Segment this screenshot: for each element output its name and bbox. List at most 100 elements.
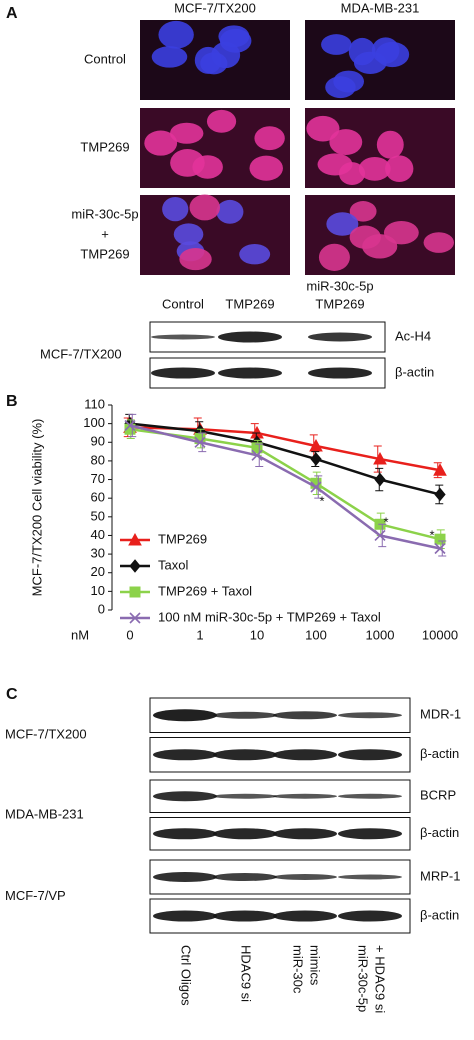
data-point	[251, 449, 263, 461]
row-label: miR-30c-5p	[71, 206, 138, 221]
y-tick-label: 0	[98, 601, 105, 616]
band	[153, 910, 217, 922]
lane-label: + HDAC9 si	[373, 945, 388, 1013]
annotation: *	[383, 514, 388, 529]
row-label: +	[101, 226, 109, 241]
protein-label: MRP-1	[420, 868, 460, 883]
column-header: MDA-MB-231	[341, 0, 420, 15]
y-tick-label: 50	[91, 508, 105, 523]
data-point	[251, 442, 263, 454]
band	[153, 828, 217, 840]
band	[213, 873, 277, 881]
y-tick-label: 40	[91, 527, 105, 542]
band	[153, 872, 217, 882]
band	[273, 828, 337, 840]
x-tick-label: 100	[305, 627, 327, 642]
protein-label: BCRP	[420, 788, 456, 803]
band	[151, 334, 215, 340]
nucleus	[249, 155, 283, 181]
nucleus	[216, 199, 244, 224]
x-tick-label: 10	[250, 627, 264, 642]
lane-label: TMP269	[315, 296, 364, 311]
lane-label: TMP269	[225, 296, 274, 311]
y-tick-label: 60	[91, 490, 105, 505]
data-point	[434, 542, 446, 555]
nucleus	[376, 130, 404, 159]
legend-label: 100 nM miR-30c-5p + TMP269 + Taxol	[158, 609, 381, 624]
legend-marker	[129, 586, 141, 598]
protein-label: β-actin	[420, 746, 459, 761]
nucleus	[151, 46, 188, 68]
error-bar	[198, 432, 207, 453]
nucleus	[318, 243, 350, 271]
x-tick-label: 1	[196, 627, 203, 642]
error-bar	[128, 413, 137, 438]
error-bar	[314, 475, 323, 499]
cell-line: MCF-7/TX200	[5, 726, 87, 741]
column-header: MCF-7/TX200	[174, 0, 256, 15]
protein-label: MDR-1	[420, 707, 461, 722]
nucleus	[162, 196, 189, 222]
data-point	[434, 487, 446, 502]
nucleus	[239, 244, 271, 265]
band	[213, 910, 277, 922]
band	[273, 749, 337, 761]
band	[273, 874, 337, 880]
nucleus	[349, 201, 377, 222]
band	[218, 367, 282, 379]
nucleus	[158, 20, 194, 49]
y-tick-label: 80	[91, 452, 105, 467]
protein-label: β-actin	[395, 364, 434, 379]
cell-line: MCF-7/VP	[5, 888, 66, 903]
lane-label: miR-30c	[291, 945, 306, 994]
legend-marker	[128, 532, 142, 546]
data-point	[194, 436, 206, 448]
x-tick-label: 0	[126, 627, 133, 642]
nucleus	[206, 109, 237, 133]
panel-label: C	[6, 686, 18, 703]
band	[153, 791, 217, 802]
nucleus	[362, 234, 398, 259]
band	[153, 709, 217, 722]
panel-label: B	[6, 393, 18, 410]
nucleus	[169, 122, 204, 144]
lane-label: Control	[162, 296, 204, 311]
nucleus	[306, 115, 340, 142]
nucleus	[358, 156, 391, 181]
band	[213, 793, 277, 799]
band	[273, 910, 337, 922]
band	[153, 749, 217, 761]
lane-label: miR-30c-5p	[356, 945, 371, 1012]
row-label: TMP269	[80, 246, 129, 261]
data-point	[124, 423, 136, 435]
y-tick-label: 70	[91, 471, 105, 486]
row-label: Control	[84, 51, 126, 66]
band	[338, 910, 402, 922]
legend-marker	[129, 559, 141, 573]
nucleus	[219, 28, 252, 53]
data-point	[124, 419, 136, 432]
data-point	[374, 529, 386, 542]
nucleus	[375, 41, 410, 68]
nucleus	[179, 248, 212, 271]
annotation: *	[319, 493, 324, 508]
data-point	[309, 438, 323, 452]
row-label: TMP269	[80, 139, 129, 154]
band	[218, 331, 282, 343]
nucleus	[329, 129, 363, 155]
lane-label: mimics	[308, 945, 323, 986]
band	[151, 367, 215, 379]
error-bar	[255, 443, 264, 467]
y-tick-label: 90	[91, 434, 105, 449]
error-bar	[378, 523, 387, 548]
nucleus	[173, 223, 204, 246]
legend-label: Taxol	[158, 557, 188, 572]
legend-label: TMP269	[158, 531, 207, 546]
lane-label: Ctrl Oligos	[179, 945, 194, 1006]
nucleus	[144, 130, 178, 156]
nucleus	[423, 232, 454, 253]
band	[213, 828, 277, 840]
series-line	[129, 422, 441, 496]
y-tick-label: 10	[91, 583, 105, 598]
